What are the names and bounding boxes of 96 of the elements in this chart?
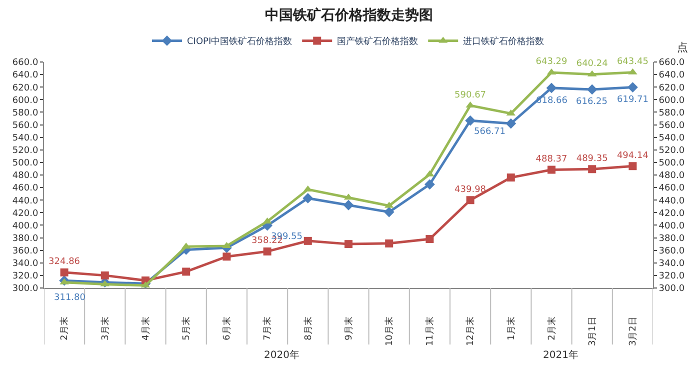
y2-tick-label: 380.0 [658,234,685,244]
point [586,84,598,95]
y2-tick-label: 400.0 [658,221,685,232]
point [548,166,556,174]
data-label: 590.67 [454,90,486,100]
point [628,162,637,170]
x-tick-label: 7月末 [262,316,274,340]
y-tick-label: 300.0 [12,284,38,294]
y-tick-label: 460.0 [12,184,38,194]
y2-tick-label: 520.0 [658,146,685,156]
data-label: 643.29 [536,57,568,68]
y2-tick-label: 440.0 [658,196,685,206]
point [385,239,394,248]
y2-axis-title: 点 [677,41,688,54]
y2-tick-label: 460.0 [658,184,685,194]
point [384,206,394,218]
y2-tick-label: 580.0 [658,108,685,118]
y2-tick-label: 420.0 [658,208,685,219]
y2-tick-label: 320.0 [658,272,685,282]
point [426,235,434,244]
data-label: 439.98 [454,184,486,195]
y-tick-label: 480.0 [12,171,38,182]
x-tick-label: 3月1日 [588,316,598,346]
x-tick-label: 5月末 [181,316,192,340]
legend-label: 进口铁矿石价格指数 [463,36,544,48]
point [100,271,109,280]
y2-tick-label: 480.0 [658,171,685,182]
y-tick-label: 560.0 [12,120,38,131]
x-tick-label: 2月末 [546,316,558,340]
data-label: 488.37 [536,154,568,164]
point [506,174,515,182]
data-label: 643.45 [616,57,648,68]
point [588,165,596,174]
y-tick-label: 620.0 [12,83,38,94]
y-tick-label: 540.0 [12,133,38,144]
y-tick-label: 640.0 [12,70,38,81]
x-tick-label: 10月末 [384,316,396,346]
y2-tick-label: 360.0 [658,246,685,256]
y2-tick-label: 340.0 [658,259,685,270]
data-label: 619.71 [617,95,648,105]
x-tick-label: 2月末 [59,316,70,340]
text: 2020年 [264,349,300,361]
y2-tick-label: 540.0 [658,133,685,144]
point [343,200,354,210]
y-tick-label: 320.0 [12,272,38,282]
point [424,179,435,190]
y2-tick-label: 620.0 [658,83,685,94]
data-label: 489.35 [576,154,608,164]
data-label: 494.14 [616,150,649,161]
point [222,252,231,261]
y-tick-label: 340.0 [12,259,38,270]
point [546,82,557,94]
data-label: 311.80 [54,293,86,303]
point [263,247,272,256]
y-tick-label: 500.0 [12,158,38,169]
legend-label: 国产铁矿石价格指数 [337,36,418,48]
point [302,193,314,204]
point [465,115,476,126]
data-label: 640.24 [576,59,608,70]
y2-tick-label: 560.0 [658,120,685,131]
y2-tick-label: 640.0 [658,70,685,81]
text: 2021年 [543,349,578,361]
y2-tick-label: 660.0 [658,58,685,68]
point [182,268,190,276]
data-label: 324.86 [48,257,80,268]
x-tick-label: 3月2日 [628,316,639,346]
point [506,118,516,129]
y-tick-label: 420.0 [12,208,38,219]
y2-tick-label: 500.0 [658,158,685,169]
y-tick-label: 600.0 [12,96,38,106]
y-tick-label: 440.0 [12,196,38,206]
y2-tick-label: 300.0 [658,284,685,294]
data-label: 616.25 [576,97,608,107]
point [304,236,312,245]
y-tick-label: 400.0 [12,221,38,232]
legend-label: CIOPI中国铁矿石价格指数 [187,36,292,48]
chart-title: 中国铁矿石价格指数走势图 [265,6,433,24]
y-tick-label: 580.0 [12,108,38,118]
point [344,240,352,248]
x-tick-label: 4月末 [140,316,152,340]
point [60,268,68,276]
y-tick-label: 360.0 [12,246,38,256]
y-tick-label: 520.0 [12,146,38,156]
point [466,196,474,204]
y-tick-label: 380.0 [12,234,38,244]
x-tick-label: 11月末 [424,316,436,346]
y2-tick-label: 600.0 [658,96,685,106]
x-tick-label: 9月末 [343,316,354,340]
x-tick-label: 3月末 [100,316,111,340]
x-tick-label: 12月末 [465,316,476,346]
point [628,82,638,92]
y-tick-label: 660.0 [12,58,38,68]
x-tick-label: 6月末 [222,316,233,340]
data-label: 566.71 [474,127,506,137]
x-tick-label: 8月末 [302,316,314,340]
x-tick-label: 1月末 [506,316,517,340]
